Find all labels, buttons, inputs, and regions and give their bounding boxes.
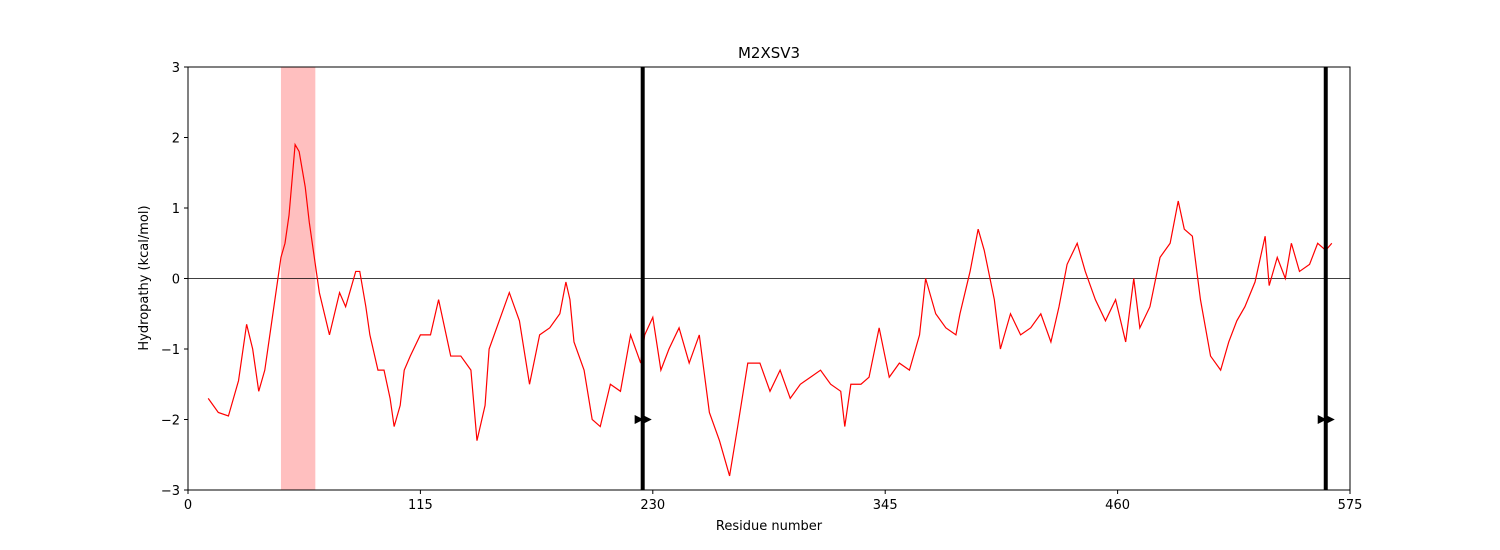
triangle-marker (634, 415, 644, 424)
y-tick-label: 0 (172, 273, 180, 288)
y-tick-label: −2 (161, 414, 180, 429)
chart-title: M2XSV3 (738, 44, 800, 62)
data-line (207, 142, 1333, 477)
y-axis-label: Hydropathy (kcal/mol) (137, 205, 152, 350)
y-tick-label: −3 (161, 484, 180, 499)
y-tick-label: 3 (172, 61, 180, 76)
x-tick-label: 345 (873, 498, 898, 513)
triangle-marker (1325, 415, 1335, 424)
y-tick-label: 2 (172, 132, 180, 147)
x-tick-label: 115 (408, 498, 433, 513)
triangle-marker (642, 415, 652, 424)
y-tick-label: −1 (161, 343, 180, 358)
x-tick-label: 230 (640, 498, 665, 513)
x-axis-label: Residue number (716, 519, 823, 534)
x-tick-label: 575 (1338, 498, 1363, 513)
y-tick-label: 1 (172, 202, 180, 217)
x-tick-label: 0 (184, 498, 192, 513)
x-tick-label: 460 (1105, 498, 1130, 513)
triangle-marker (1317, 415, 1327, 424)
